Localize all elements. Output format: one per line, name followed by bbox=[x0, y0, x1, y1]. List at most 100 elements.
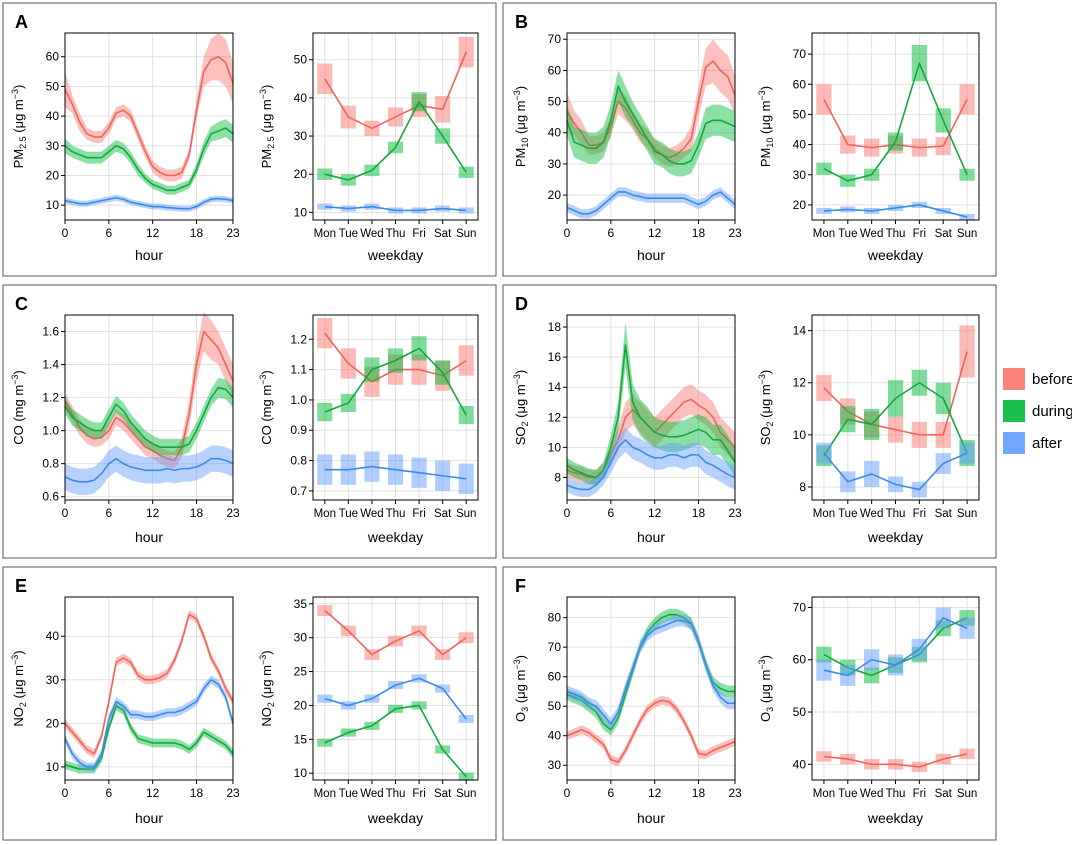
series-during bbox=[64, 377, 234, 456]
x-tick-label: Fri bbox=[412, 508, 425, 520]
series-line-after bbox=[64, 196, 234, 210]
pollutant-subscript: 3 bbox=[765, 707, 775, 712]
panel-letter: C bbox=[15, 294, 28, 314]
series-during bbox=[816, 45, 975, 187]
unit-close-paren: ) bbox=[259, 370, 274, 374]
x-tick-label: Thu bbox=[886, 508, 906, 520]
weekday-plot: 8 10 12 14 Mon Tue Wed Thu Fri Sat Sun bbox=[793, 314, 980, 520]
y-tick-label: 60 bbox=[793, 77, 807, 91]
unit-close-paren: ) bbox=[513, 86, 528, 90]
x-tick-label: Wed bbox=[360, 508, 383, 520]
x-tick-label: 12 bbox=[146, 786, 160, 800]
interval-box-before bbox=[458, 632, 474, 644]
confidence-band-before bbox=[567, 695, 735, 767]
pollutant-subscript: 10 bbox=[520, 138, 530, 148]
x-tick-label: Tue bbox=[339, 228, 358, 240]
unit-open-paren: ( bbox=[513, 698, 528, 707]
x-tick-label: Thu bbox=[386, 228, 406, 240]
y-tick-label: 20 bbox=[294, 698, 308, 712]
pollutant-name: NO bbox=[259, 707, 274, 727]
x-tick-label: Sun bbox=[456, 788, 476, 800]
pollutant-subscript: 2.5 bbox=[18, 136, 28, 149]
series-line-after bbox=[64, 457, 234, 483]
unit-close-paren: ) bbox=[11, 650, 26, 654]
y-tick-label: 50 bbox=[548, 699, 562, 713]
unit-superscript: −3 bbox=[258, 375, 268, 385]
x-tick-label: 0 bbox=[564, 506, 571, 520]
unit-open-paren: ( bbox=[259, 128, 274, 137]
unit-open-paren: ( bbox=[758, 129, 773, 138]
x-ticks: Mon Tue Wed Thu Fri Sat Sun bbox=[314, 500, 476, 520]
y-tick-label: 16 bbox=[548, 350, 562, 364]
x-ticks: 0 6 12 18 23 bbox=[564, 220, 742, 240]
x-tick-label: 23 bbox=[226, 506, 240, 520]
y-tick-label: 60 bbox=[46, 50, 60, 64]
y-tick-label: 50 bbox=[46, 79, 60, 93]
y-axis-label-weekday: CO (mg m−3) bbox=[258, 370, 274, 445]
unit-superscript: −3 bbox=[512, 90, 522, 100]
x-tick-label: Sat bbox=[434, 508, 452, 520]
x-tick-label: Wed bbox=[860, 508, 883, 520]
x-ticks: Mon Tue Wed Thu Fri Sat Sun bbox=[813, 220, 977, 240]
x-axis-label-weekday: weekday bbox=[867, 529, 923, 545]
series-after bbox=[566, 187, 736, 219]
confidence-band-after bbox=[65, 675, 233, 772]
series-line-after bbox=[324, 677, 467, 720]
y-axis-label-weekday: SO2 (μg m−3) bbox=[757, 370, 775, 446]
legend-label-during: during bbox=[1032, 403, 1072, 420]
x-tick-label: Mon bbox=[314, 508, 336, 520]
x-tick-label: Tue bbox=[838, 788, 857, 800]
x-ticks: 0 6 12 18 23 bbox=[62, 500, 240, 520]
weekday-plot: 20 30 40 50 60 70 Mon Tue Wed Thu Fri Sat Sun bbox=[793, 32, 980, 240]
x-tick-label: Tue bbox=[339, 788, 358, 800]
pollutant-subscript: 10 bbox=[765, 138, 775, 148]
plot-border bbox=[64, 314, 234, 501]
y-tick-label: 20 bbox=[46, 168, 60, 182]
confidence-band-during bbox=[65, 377, 233, 456]
y-axis-label: NO2 (μg m−3) bbox=[258, 650, 276, 726]
confidence-band-during bbox=[567, 322, 735, 485]
legend-swatch-during bbox=[1003, 400, 1025, 422]
y-tick-label: 10 bbox=[548, 440, 562, 454]
unit-text: μg m bbox=[758, 100, 773, 129]
series-line-during bbox=[566, 85, 736, 165]
interval-box-after bbox=[317, 694, 333, 703]
series-after bbox=[816, 607, 975, 686]
x-tick-label: 12 bbox=[648, 226, 662, 240]
unit-text: μg m bbox=[513, 384, 528, 413]
y-tick-label: 40 bbox=[46, 629, 60, 643]
y-tick-label: 1.0 bbox=[42, 424, 59, 438]
y-axis-label: O3 (μg m−3) bbox=[512, 655, 530, 722]
x-ticks: Mon Tue Wed Thu Fri Sat Sun bbox=[314, 780, 476, 800]
series-line-after bbox=[64, 678, 234, 768]
x-axis-label-hour: hour bbox=[135, 247, 163, 263]
x-tick-label: Mon bbox=[314, 228, 336, 240]
x-tick-label: 18 bbox=[692, 506, 706, 520]
unit-close-paren: ) bbox=[758, 655, 773, 659]
y-tick-label: 40 bbox=[548, 126, 562, 140]
x-tick-label: 18 bbox=[190, 506, 204, 520]
x-tick-label: Sat bbox=[935, 228, 953, 240]
y-axis-label-hour: SO2 (μg m−3) bbox=[512, 370, 530, 446]
series-line-before bbox=[64, 330, 234, 462]
pollutant-subscript: 2 bbox=[18, 702, 28, 707]
y-tick-label: 70 bbox=[548, 640, 562, 654]
x-tick-label: 0 bbox=[564, 786, 571, 800]
series-line-during bbox=[566, 344, 736, 479]
x-tick-label: Tue bbox=[339, 508, 358, 520]
x-tick-label: Wed bbox=[360, 788, 383, 800]
series-after bbox=[64, 194, 234, 212]
unit-superscript: −3 bbox=[10, 655, 20, 665]
unit-text: μg m bbox=[259, 99, 274, 128]
series-during bbox=[317, 336, 474, 425]
y-tick-label: 12 bbox=[548, 410, 562, 424]
y-tick-label: 40 bbox=[46, 109, 60, 123]
y-axis-label-hour: NO2 (μg m−3) bbox=[10, 650, 28, 726]
series-before bbox=[816, 748, 975, 773]
y-ticks: 20 30 40 50 60 70 bbox=[548, 32, 567, 202]
y-tick-label: 14 bbox=[793, 324, 807, 338]
unit-text: μg m bbox=[758, 670, 773, 699]
unit-close-paren: ) bbox=[513, 655, 528, 659]
series-before bbox=[64, 33, 234, 182]
panel-E: E 10 20 30 40 0 6 12 18 23 10 15 20 25 30 35 Mon Tue Wed Th… bbox=[2, 566, 497, 841]
